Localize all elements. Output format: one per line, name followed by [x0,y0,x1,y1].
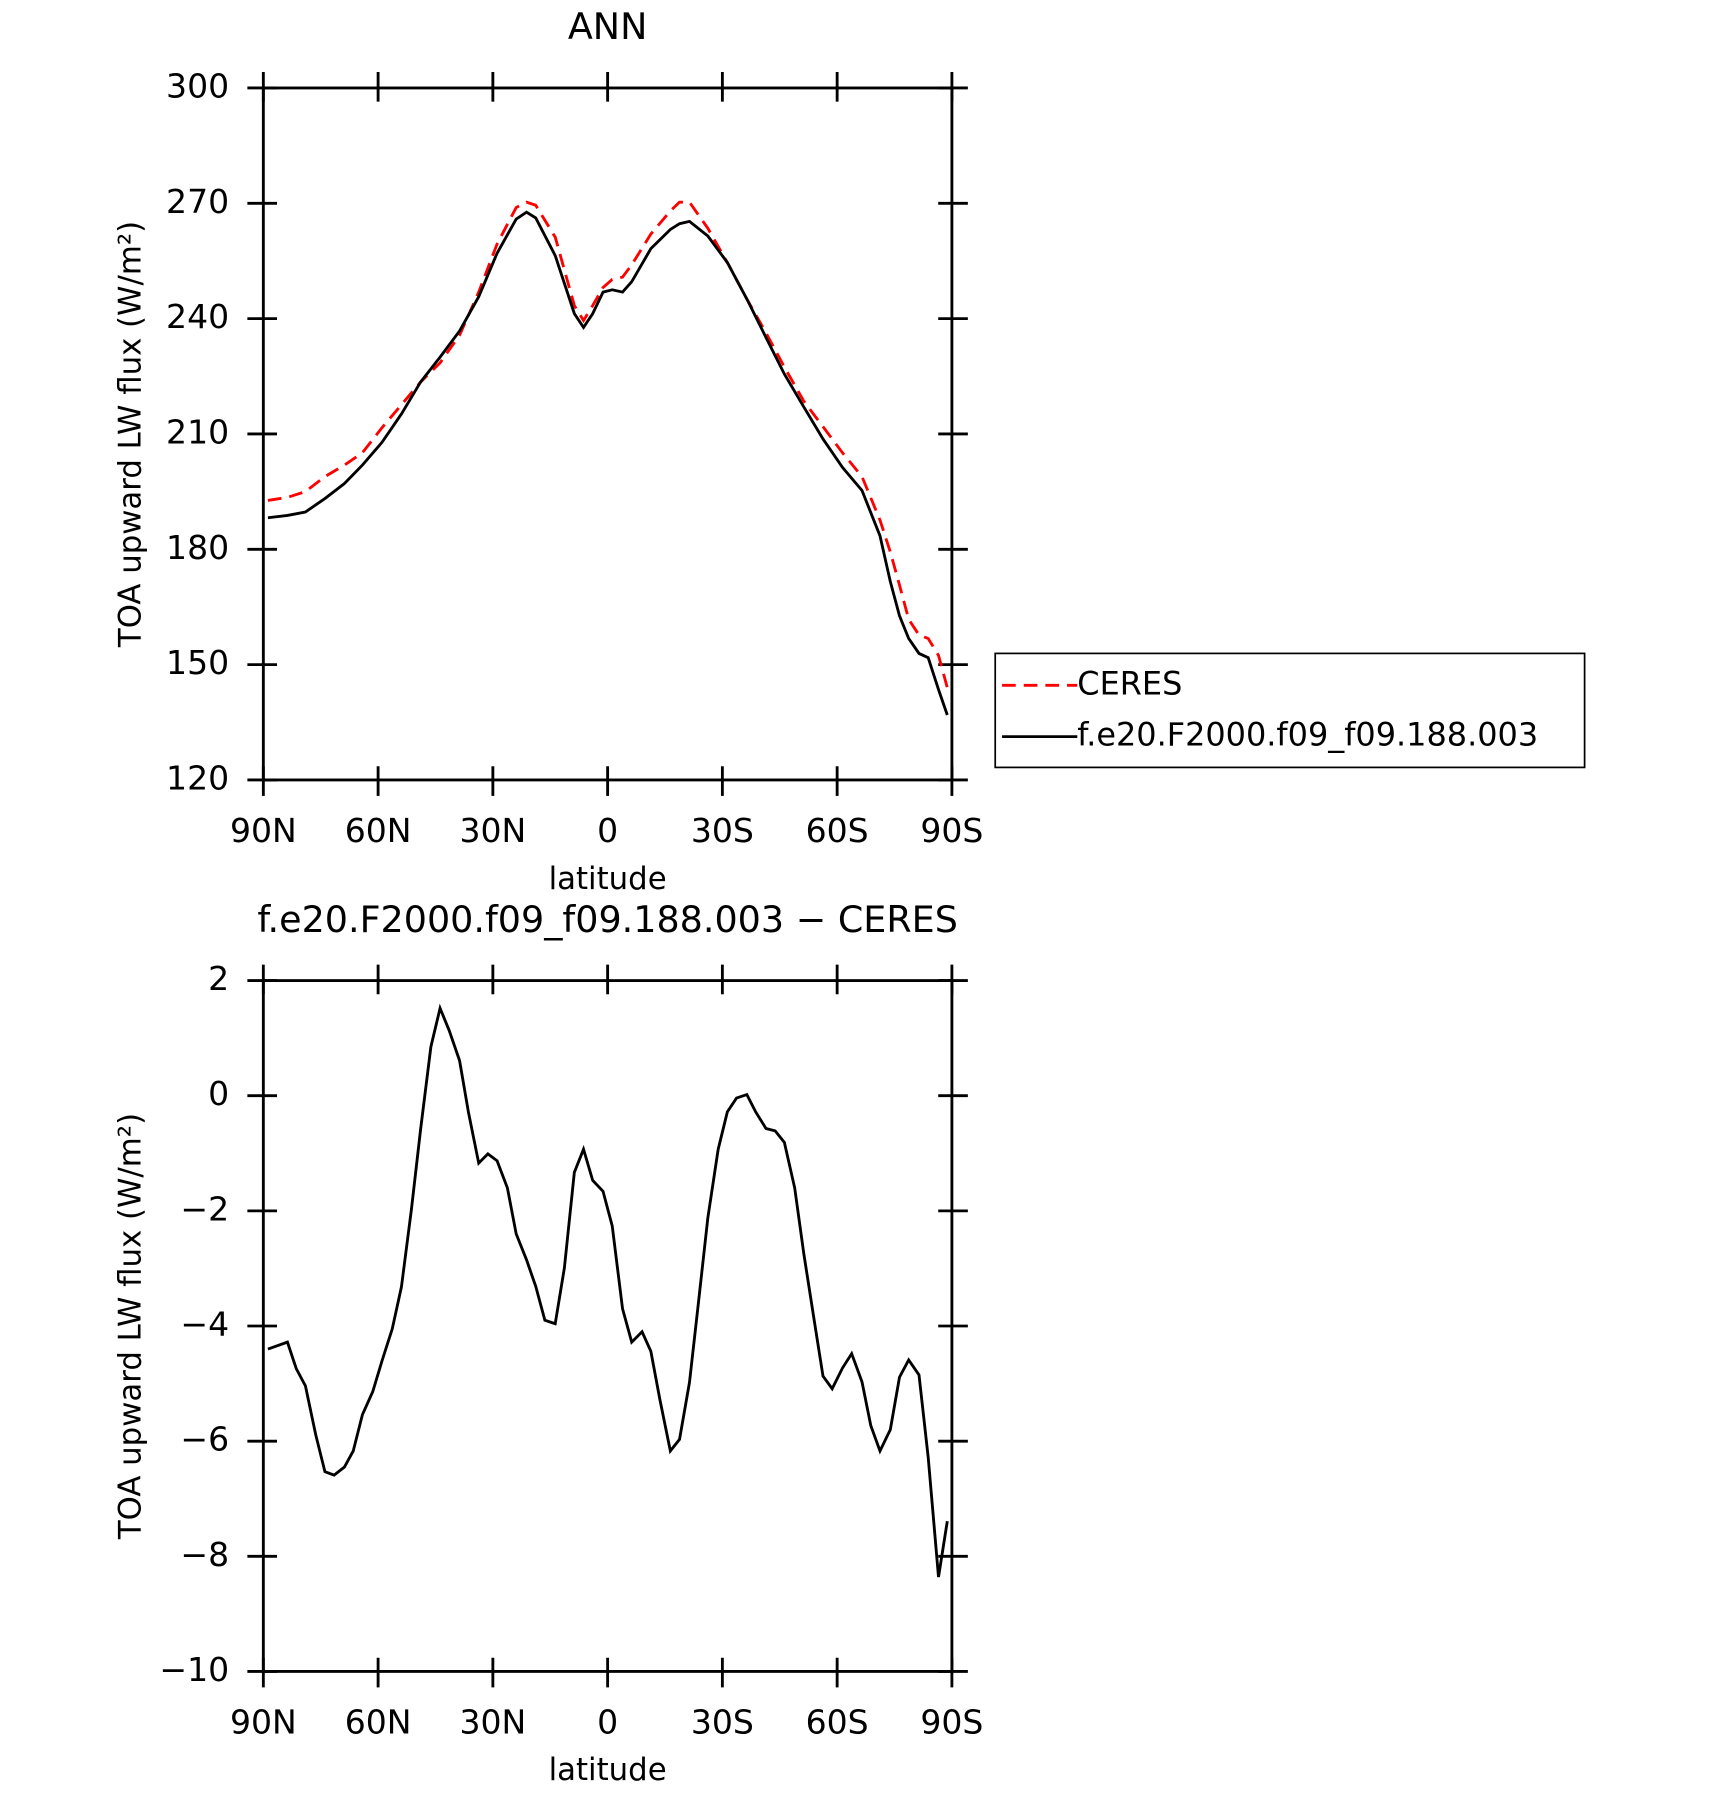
series-line [267,1003,949,1578]
x-tick-label: 90S [920,811,983,850]
series-line [267,200,949,689]
y-tick-label: −8 [180,1535,229,1574]
x-tick-label: 60N [345,1702,412,1741]
y-tick-label: 300 [166,66,229,105]
y-tick-label: −6 [180,1420,229,1459]
x-tick-label: 60N [345,811,412,850]
x-tick-label: 60S [806,811,869,850]
x-tick-label: 90N [230,1702,297,1741]
y-axis-label: TOA upward LW flux (W/m²) [113,221,149,648]
y-tick-label: 210 [166,412,229,451]
plot-frame [261,86,954,782]
x-tick-label: 90N [230,811,297,850]
x-tick-label: 30N [459,1702,526,1741]
y-tick-label: 120 [166,758,229,797]
legend-box [994,652,1586,769]
chart-title: ANN [568,5,648,48]
y-tick-label: −2 [180,1189,229,1228]
y-tick-label: 150 [166,643,229,682]
x-tick-label: 0 [597,811,618,850]
x-tick-label: 90S [920,1702,983,1741]
legend-label: f.e20.F2000.f09_f09.188.003 [1077,716,1538,754]
x-tick-label: 60S [806,1702,869,1741]
plot-frame [261,979,954,1673]
x-tick-label: 30N [459,811,526,850]
y-tick-label: 2 [208,959,229,998]
x-tick-label: 0 [597,1702,618,1741]
y-tick-label: −10 [159,1650,229,1689]
y-tick-label: 270 [166,182,229,221]
y-tick-label: 180 [166,528,229,567]
x-tick-label: 30S [691,811,754,850]
y-tick-label: 240 [166,297,229,336]
x-axis-label: latitude [549,1752,667,1788]
y-axis-label: TOA upward LW flux (W/m²) [113,1113,149,1540]
x-axis-label: latitude [549,861,667,897]
y-tick-label: −4 [180,1305,229,1344]
x-tick-label: 30S [691,1702,754,1741]
y-tick-label: 0 [208,1074,229,1113]
legend-label: CERES [1077,664,1182,702]
series-line [267,210,949,716]
chart-title: f.e20.F2000.f09_f09.188.003 − CERES [257,898,958,941]
